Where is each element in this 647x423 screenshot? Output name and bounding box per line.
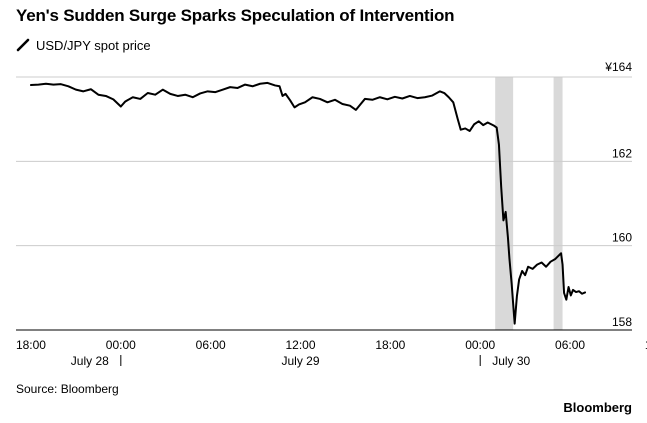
legend-label: USD/JPY spot price <box>36 37 151 53</box>
date-label: July 28 <box>71 354 109 368</box>
x-tick-label: 18:00 <box>375 338 405 352</box>
brand-logo: Bloomberg <box>563 400 632 415</box>
x-axis-labels: 18:00 00:00 06:00 12:00 18:00 00:00 06:00 12:00… <box>16 338 647 368</box>
gridlines <box>16 76 632 247</box>
legend: USD/JPY spot price <box>16 36 151 54</box>
shaded-regions <box>495 77 563 330</box>
y-tick-label: 160 <box>612 231 632 245</box>
y-tick-label: ¥164 <box>604 60 632 74</box>
shaded-region-1 <box>553 77 563 330</box>
x-tick-label: 00:00 <box>106 338 136 352</box>
y-tick-label: 162 <box>612 146 632 160</box>
legend-line-icon <box>16 38 30 52</box>
date-label: July 29 <box>281 354 319 368</box>
x-tick-label: 06:00 <box>555 338 585 352</box>
y-axis-labels: ¥164 162 160 158 <box>604 60 632 329</box>
x-tick-label: 18:00 <box>16 338 46 352</box>
shaded-region-0 <box>495 77 514 330</box>
series-lines <box>29 81 587 325</box>
x-tick-label: 12:00 <box>285 338 315 352</box>
date-label: July 30 <box>492 354 530 368</box>
x-tick-label: 06:00 <box>196 338 226 352</box>
y-tick-label: 158 <box>612 315 632 329</box>
x-tick-label: 12:00 <box>645 338 647 352</box>
x-tick-label: 00:00 <box>465 338 495 352</box>
chart-title: Yen's Sudden Surge Sparks Speculation of… <box>16 6 455 25</box>
series-line-0 <box>29 81 587 325</box>
source-note: Source: Bloomberg <box>16 382 119 396</box>
